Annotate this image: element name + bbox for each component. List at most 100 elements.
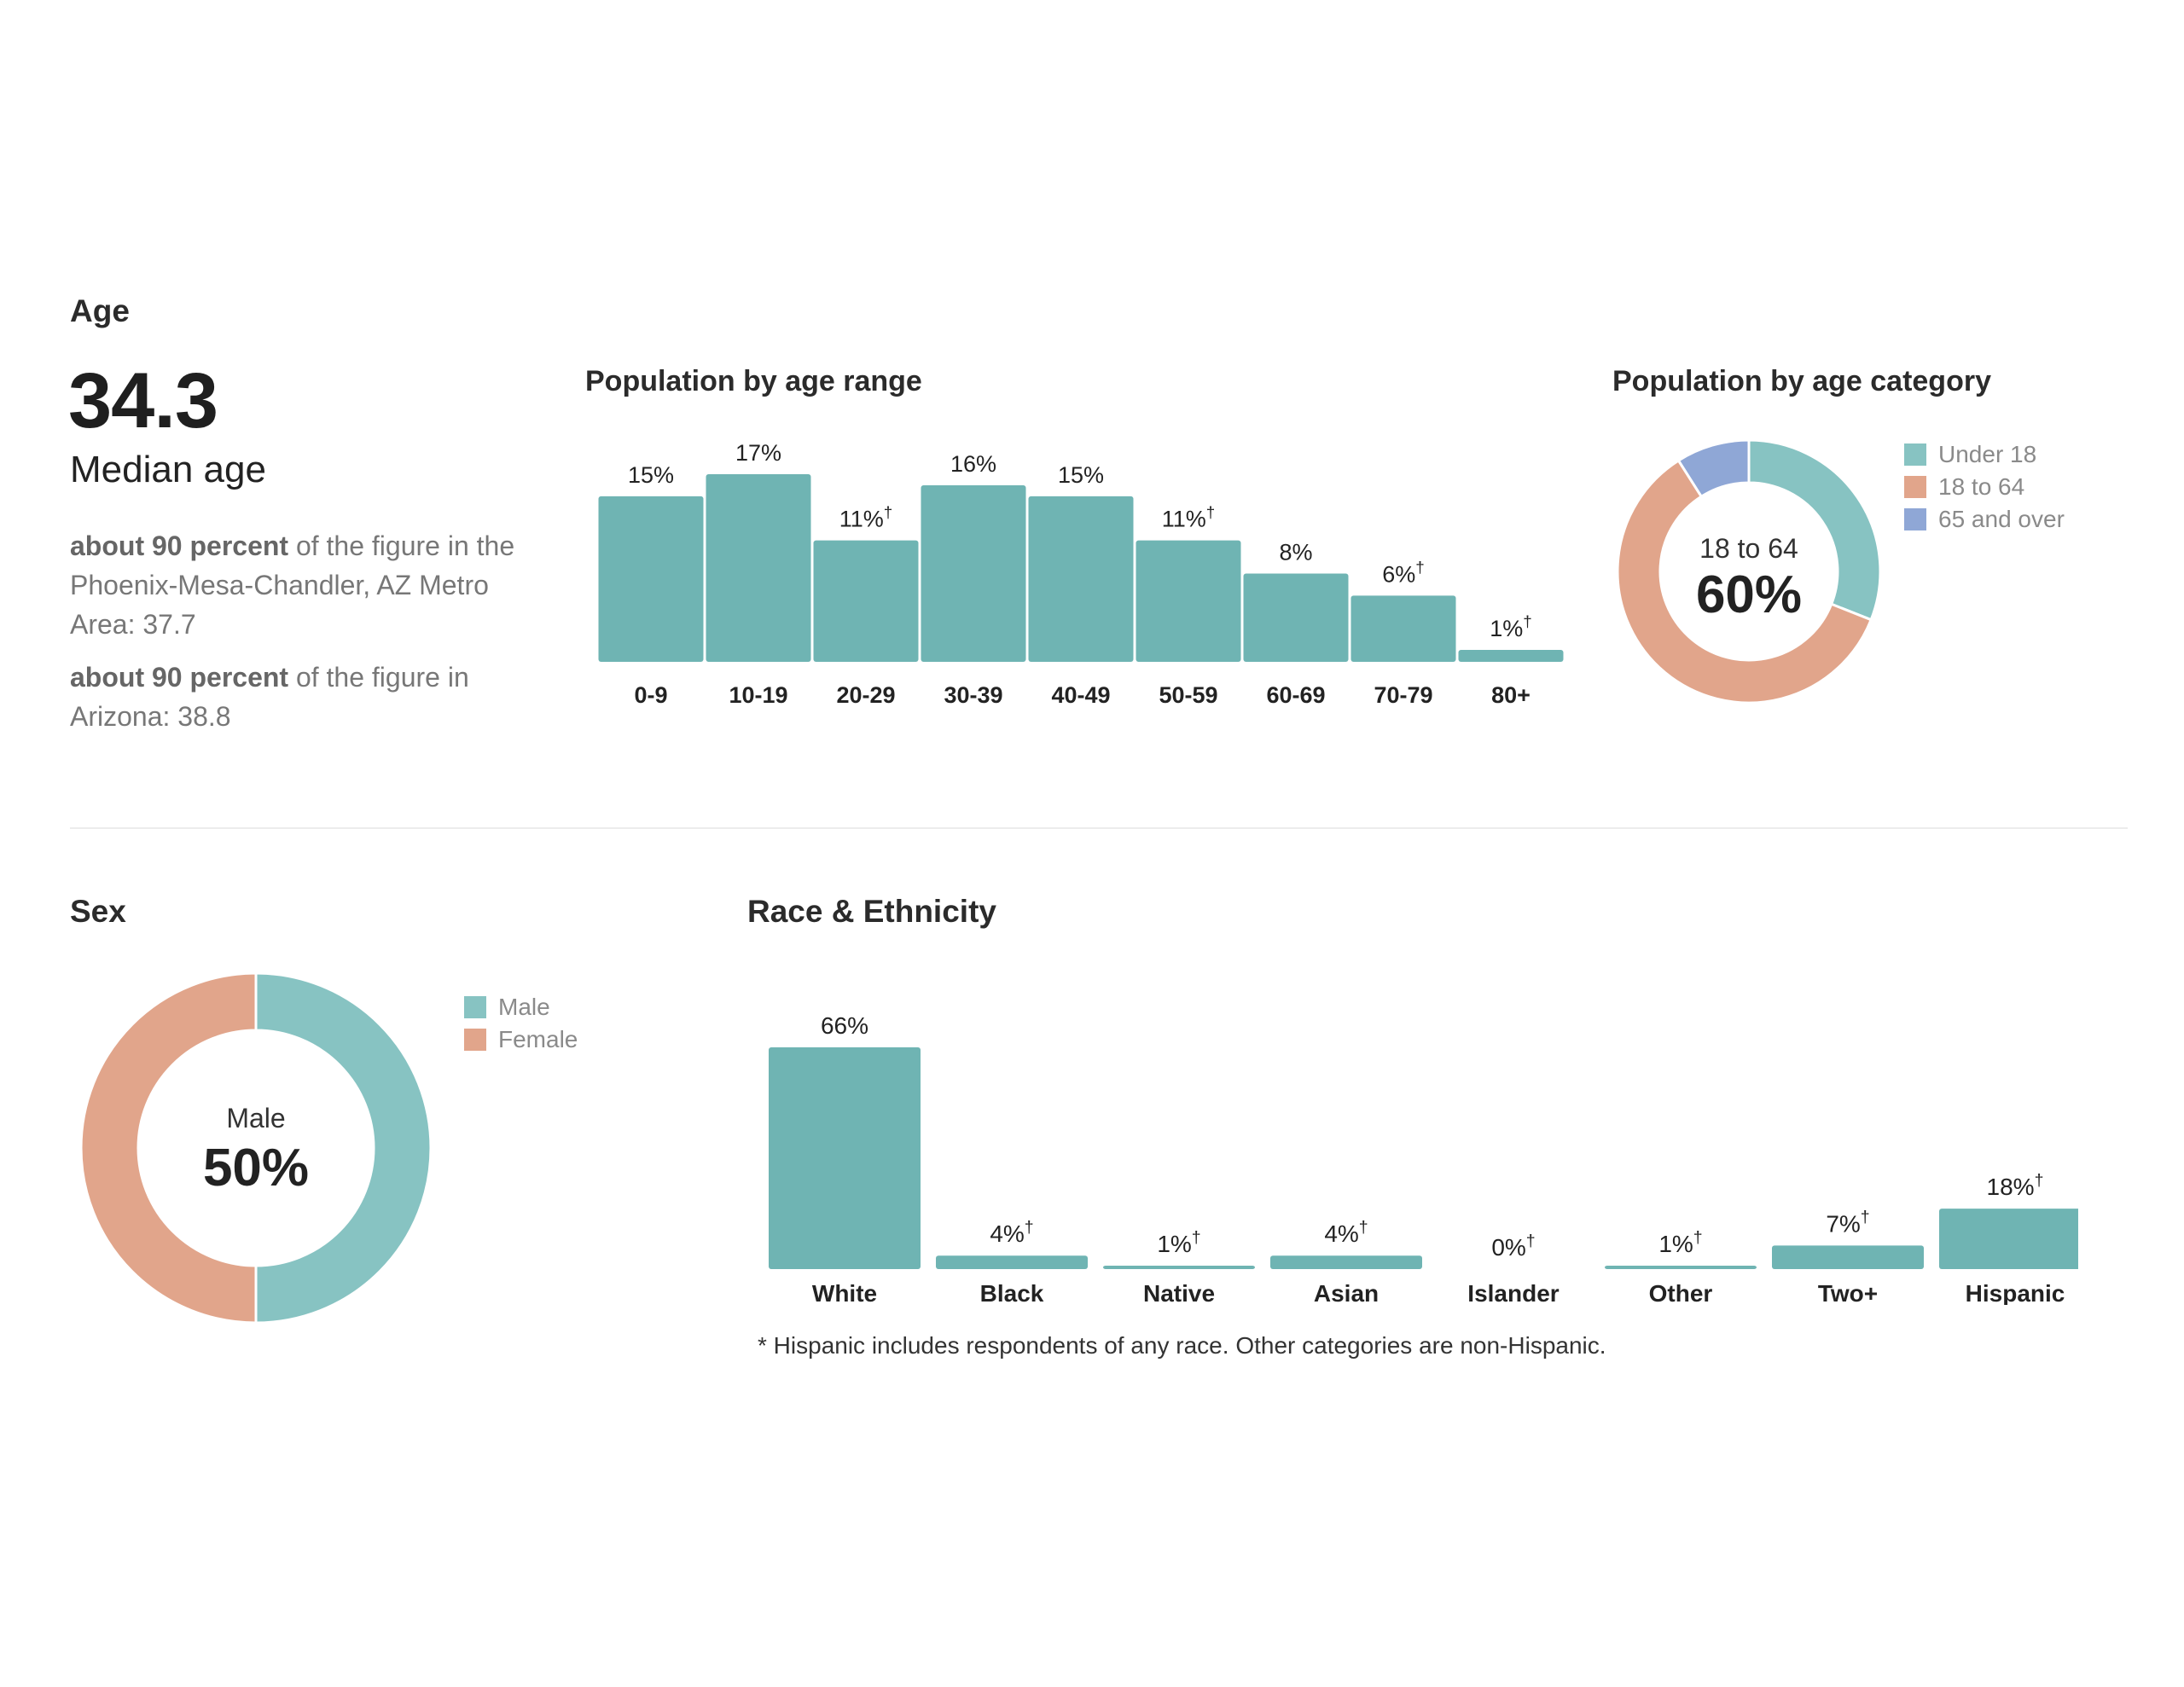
compare-metro: about 90 percent of the figure in the Ph… xyxy=(70,526,548,644)
legend-item: 18 to 64 xyxy=(1904,471,2065,503)
compare-state: about 90 percent of the figure in Arizon… xyxy=(70,658,548,736)
slice-18-to-64 xyxy=(1616,458,1873,704)
bar-value-label: 4%† xyxy=(1324,1218,1368,1247)
category-label: 0-9 xyxy=(634,682,667,708)
bar-80- xyxy=(1458,650,1564,662)
category-label: Other xyxy=(1649,1280,1713,1305)
age-category-legend: Under 18 18 to 64 65 and over xyxy=(1904,438,2065,536)
slice-female xyxy=(79,971,258,1325)
bar-70-79 xyxy=(1350,595,1456,662)
dagger-mark: † xyxy=(1192,1228,1201,1247)
age-range-chart: 15% 0-9 17% 10-19 11%† 20-29 16% 30-39 15% 40-49 1… xyxy=(598,440,1564,708)
category-label: 50-59 xyxy=(1159,682,1217,708)
dagger-mark: † xyxy=(1693,1228,1703,1247)
donut-center-value: 60% xyxy=(1696,565,1802,624)
legend-swatch xyxy=(1904,443,1926,466)
category-label: Islander xyxy=(1467,1280,1559,1305)
category-label: Asian xyxy=(1314,1280,1379,1305)
bar-40-49 xyxy=(1028,496,1134,662)
bar-10-19 xyxy=(706,474,811,662)
bar-hispanic xyxy=(1939,1209,2078,1269)
category-label: 40-49 xyxy=(1051,682,1110,708)
dagger-mark: † xyxy=(884,504,893,522)
legend-swatch xyxy=(464,996,486,1018)
dagger-mark: † xyxy=(1206,504,1216,522)
category-label: 60-69 xyxy=(1266,682,1325,708)
sex-donut: Male 50% xyxy=(79,971,433,1325)
dagger-mark: † xyxy=(1526,1232,1536,1250)
sex-section-title: Sex xyxy=(70,894,126,929)
category-label: Black xyxy=(980,1280,1044,1305)
bar-20-29 xyxy=(813,540,919,662)
category-label: 10-19 xyxy=(729,682,787,708)
bar-value-label: 1%† xyxy=(1490,613,1532,641)
bar-value-label: 15% xyxy=(628,462,674,488)
sex-legend: Male Female xyxy=(464,991,578,1056)
median-age-value: 34.3 xyxy=(68,357,218,444)
category-label: Two+ xyxy=(1818,1280,1878,1305)
bar-value-label: 11%† xyxy=(1162,504,1216,532)
bar-other xyxy=(1605,1266,1757,1269)
bar-0-9 xyxy=(598,496,704,662)
legend-swatch xyxy=(464,1029,486,1051)
slice-male xyxy=(254,971,433,1325)
dagger-mark: † xyxy=(1523,613,1532,631)
age-range-chart-title: Population by age range xyxy=(585,365,922,397)
bar-value-label: 11%† xyxy=(839,504,893,532)
compare-state-bold: about 90 percent xyxy=(70,662,289,693)
category-label: White xyxy=(812,1280,877,1305)
bar-value-label: 18%† xyxy=(1987,1171,2044,1200)
legend-swatch xyxy=(1904,476,1926,498)
bar-asian xyxy=(1270,1255,1422,1269)
slice-65-and-over xyxy=(1676,438,1751,499)
section-divider xyxy=(70,827,2128,829)
legend-label: Female xyxy=(498,1026,578,1052)
legend-label: Under 18 xyxy=(1938,441,2037,467)
bar-two- xyxy=(1772,1245,1924,1269)
bar-value-label: 4%† xyxy=(990,1218,1033,1247)
age-section-title: Age xyxy=(70,293,130,328)
bar-value-label: 66% xyxy=(821,1012,868,1039)
bar-value-label: 1%† xyxy=(1157,1228,1200,1257)
legend-item: Under 18 xyxy=(1904,438,2065,471)
age-category-chart-title: Population by age category xyxy=(1612,365,1991,397)
bar-value-label: 7%† xyxy=(1826,1208,1869,1237)
category-label: 30-39 xyxy=(944,682,1002,708)
bar-value-label: 1%† xyxy=(1658,1228,1702,1257)
bar-value-label: 15% xyxy=(1058,462,1104,488)
donut-center-value: 50% xyxy=(203,1139,309,1197)
legend-label: Male xyxy=(498,994,550,1020)
bar-value-label: 0%† xyxy=(1491,1232,1535,1261)
bar-30-39 xyxy=(921,484,1026,662)
bar-value-label: 6%† xyxy=(1382,559,1425,588)
race-chart: 66% White 4%† Black 1%† Native 4%† Asian 0%† Isla… xyxy=(769,1012,2078,1305)
category-label: 70-79 xyxy=(1374,682,1432,708)
bar-60-69 xyxy=(1243,573,1349,662)
dagger-mark: † xyxy=(1415,559,1425,577)
category-label: 80+ xyxy=(1491,682,1531,708)
donut-center-label: Male xyxy=(226,1103,285,1133)
bar-native xyxy=(1103,1266,1255,1269)
legend-item: Male xyxy=(464,991,578,1023)
category-label: 20-29 xyxy=(836,682,895,708)
compare-metro-text: of the figure in the Phoenix-Mesa-Chandl… xyxy=(70,530,515,640)
legend-label: 65 and over xyxy=(1938,506,2065,532)
dagger-mark: † xyxy=(1861,1208,1870,1226)
dagger-mark: † xyxy=(1025,1218,1034,1237)
bar-value-label: 16% xyxy=(950,451,996,477)
bar-white xyxy=(769,1047,921,1269)
bar-value-label: 17% xyxy=(735,440,781,466)
dagger-mark: † xyxy=(2035,1171,2044,1190)
compare-state-text: of the figure in Arizona: 38.8 xyxy=(70,662,469,732)
category-label: Native xyxy=(1143,1280,1215,1305)
compare-metro-bold: about 90 percent xyxy=(70,530,289,561)
legend-swatch xyxy=(1904,508,1926,530)
legend-item: 65 and over xyxy=(1904,503,2065,536)
bar-black xyxy=(936,1255,1088,1269)
race-section-title: Race & Ethnicity xyxy=(747,894,996,929)
category-label: Hispanic xyxy=(1966,1280,2065,1305)
slice-under-18 xyxy=(1747,438,1882,622)
legend-item: Female xyxy=(464,1023,578,1056)
donut-center-label: 18 to 64 xyxy=(1699,533,1798,564)
